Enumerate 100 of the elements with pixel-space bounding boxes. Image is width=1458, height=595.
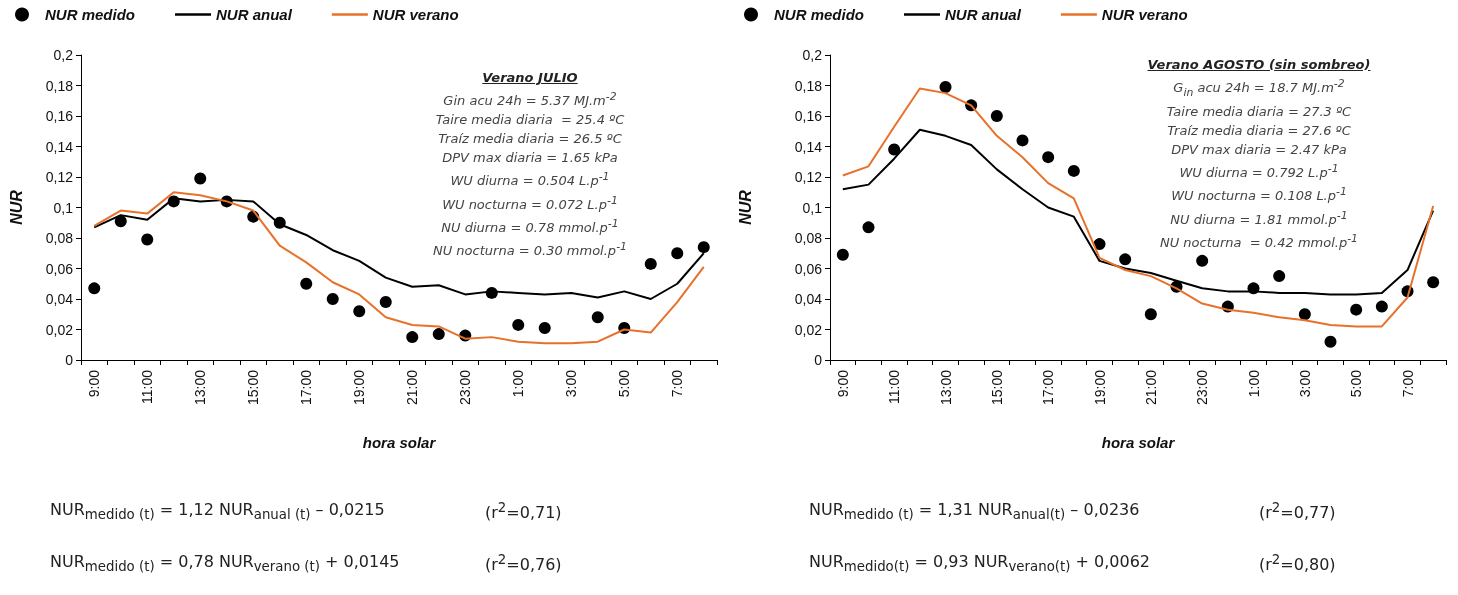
point: [141, 233, 154, 246]
x-tick-label: 7:00: [669, 369, 686, 398]
y-tick-label: 0,04: [794, 291, 823, 307]
annotation: WU diurna = 0.792 L.p$^{-1}$: [1178, 160, 1340, 183]
x-tick-label: 9:00: [834, 369, 851, 398]
y-tick-label: 0,06: [794, 260, 823, 277]
point: [406, 331, 419, 344]
x-tick-label: 17:00: [298, 369, 315, 406]
annotation: NU nocturna = 0.42 mmol.p$^{-1}$: [1158, 230, 1359, 253]
annotation: DPV max diaria = 2.47 kPa: [1170, 140, 1348, 159]
point: [644, 257, 657, 270]
y-tick-label: 0: [65, 352, 74, 368]
y-tick-label: 0,16: [45, 108, 74, 124]
x-tick-label: 19:00: [351, 369, 368, 406]
y-tick-label: 0,08: [45, 230, 74, 246]
point: [671, 247, 684, 260]
point: [1375, 300, 1388, 313]
x-axis-title: hora solar: [1101, 434, 1176, 451]
y-tick-label: 0,2: [802, 47, 823, 63]
x-tick-label: 11:00: [886, 369, 903, 404]
annotation: DPV max diaria = 1.65 kPa: [441, 149, 619, 168]
text: (r$^{2}$=0,71): [485, 500, 562, 523]
point: [939, 81, 952, 94]
point: [538, 321, 551, 334]
x-tick-label: 23:00: [1194, 369, 1211, 406]
point: [591, 311, 604, 324]
point: [836, 248, 849, 261]
text: (r$^{2}$=0,76): [485, 552, 562, 575]
x-tick-label: 7:00: [1399, 369, 1416, 398]
text: NUR$_{medido (t)}$ = 0,78 NUR$_{verano (t)}$ + 0,0145: [50, 552, 400, 575]
x-tick-label: 1:00: [510, 369, 527, 398]
y-tick-label: 0,12: [794, 169, 823, 185]
y-tick-label: 0,14: [45, 138, 74, 155]
point: [194, 172, 207, 185]
y-tick-label: 0,1: [53, 199, 74, 216]
text: NUR$_{medido(t)}$ = 0,93 NUR$_{verano(t)}$ + 0,0062: [809, 552, 1151, 575]
point: [1042, 151, 1055, 164]
annotation: Traíz media diaria = 27.6 ºC: [1166, 121, 1352, 140]
point: [1273, 270, 1286, 283]
point: [1298, 308, 1311, 321]
y-tick-label: 0,12: [45, 169, 74, 185]
y-tick-label: 0,1: [802, 199, 823, 216]
point: [379, 296, 392, 309]
point: [1196, 254, 1209, 267]
text: NUR$_{medido (t)}$ = 1,31 NUR$_{anual(t)}$ – 0,0236: [809, 500, 1140, 523]
x-tick-label: 5:00: [1348, 369, 1365, 398]
x-tick-label: 3:00: [563, 369, 580, 398]
annotation: NU diurna = 0.78 mmol.p$^{-1}$: [440, 216, 620, 238]
annotation: G$_{in}$ acu 24h = 18.7 MJ.m$^{-2}$: [1172, 76, 1346, 101]
annotation: Verano AGOSTO (sin sombreo): [1147, 56, 1371, 74]
point: [512, 318, 525, 331]
point: [697, 241, 710, 254]
legend-label: NUR medido: [774, 6, 864, 23]
x-tick-label: 3:00: [1296, 369, 1313, 398]
point: [888, 143, 901, 156]
y-tick-label: 0,18: [45, 77, 74, 94]
annotation: Taire media diaria = 27.3 ºC: [1165, 102, 1353, 121]
x-axis-title: hora solar: [362, 434, 437, 451]
y-tick-label: 0,18: [794, 77, 823, 94]
x-tick-label: 9:00: [86, 369, 103, 398]
x-tick-label: 1:00: [1245, 369, 1262, 398]
point: [1067, 164, 1080, 177]
legend-label: NUR verano: [372, 6, 459, 23]
y-axis-title: NUR: [736, 189, 754, 225]
x-tick-label: 11:00: [139, 369, 156, 404]
annotation: WU nocturna = 0.108 L.p$^{-1}$: [1170, 184, 1348, 206]
legend-label: NUR anual: [945, 6, 1022, 23]
text: NUR$_{medido (t)}$ = 1,12 NUR$_{anual (t)}$ – 0,0215: [50, 500, 385, 523]
y-tick-label: 0,08: [794, 230, 823, 246]
point: [1093, 238, 1106, 251]
y-tick-label: 0,14: [794, 138, 823, 155]
text: (r$^{2}$=0,77): [1259, 500, 1336, 523]
annotation: NU nocturna = 0.30 mmol.p$^{-1}$: [433, 239, 627, 261]
x-tick-label: 23:00: [457, 369, 474, 406]
x-tick-label: 17:00: [1040, 369, 1057, 406]
legend-label: NUR anual: [216, 6, 293, 23]
x-tick-label: 5:00: [616, 369, 633, 398]
point: [1119, 253, 1132, 266]
annotation: WU diurna = 0.504 L.p$^{-1}$: [449, 169, 611, 191]
annotation: Gin acu 24h = 5.37 MJ.m$^{-2}$: [442, 89, 618, 111]
point: [88, 282, 101, 295]
y-tick-label: 0,16: [794, 108, 823, 124]
legend-label: NUR medido: [45, 6, 135, 23]
x-tick-label: 13:00: [192, 369, 209, 406]
y-tick-label: 0,02: [45, 321, 74, 338]
x-tick-label: 15:00: [245, 369, 262, 406]
point: [862, 221, 875, 234]
point: [353, 305, 366, 318]
x-tick-label: 15:00: [988, 369, 1005, 406]
y-tick-label: 0,02: [794, 321, 823, 338]
point: [1350, 303, 1363, 316]
x-tick-label: 19:00: [1091, 369, 1108, 406]
text: (r$^{2}$=0,80): [1259, 552, 1336, 575]
annotation: Traíz media diaria = 26.5 ºC: [437, 130, 623, 149]
x-tick-label: 21:00: [404, 369, 421, 406]
y-tick-label: 0,04: [45, 291, 74, 307]
x-tick-label: 13:00: [937, 369, 954, 406]
y-tick-label: 0: [814, 352, 823, 368]
point: [990, 110, 1003, 122]
annotation: Taire media diaria = 25.4 ºC: [434, 111, 626, 130]
